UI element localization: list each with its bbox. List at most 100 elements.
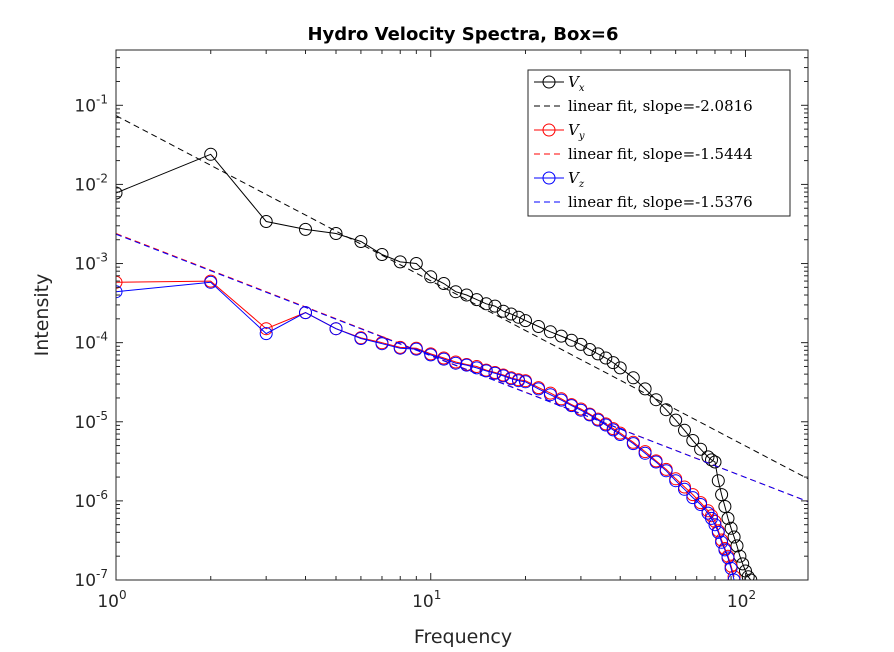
- series-4-marker: [504, 372, 518, 386]
- legend-entry-label: linear fit, slope=-2.0816: [568, 97, 753, 115]
- legend-marker-swatch: [542, 75, 556, 89]
- series-0-marker: [638, 382, 652, 396]
- chart-title: Hydro Velocity Spectra, Box=6: [307, 24, 618, 45]
- series-0-marker: [496, 304, 510, 318]
- series-4-marker: [329, 322, 343, 336]
- series-0-marker: [705, 453, 718, 467]
- y-tick-label: 10-2: [74, 171, 108, 195]
- series-4-marker: [721, 551, 735, 565]
- x-tick-label: 100: [97, 588, 126, 612]
- series-0-marker: [437, 277, 451, 290]
- series-4-marker: [686, 491, 700, 505]
- series-0-marker: [375, 248, 389, 261]
- series-0-marker: [741, 570, 755, 580]
- series-2-marker: [727, 570, 741, 580]
- y-tick-label: 10-1: [74, 92, 108, 116]
- data-layer: [116, 115, 808, 580]
- series-4-marker: [543, 388, 557, 402]
- series-4-marker: [711, 525, 725, 539]
- series-4-marker: [437, 352, 451, 366]
- series-4-marker: [299, 306, 312, 320]
- series-4-marker: [638, 446, 652, 460]
- series-0-marker: [470, 293, 484, 307]
- series-0-marker: [678, 423, 691, 437]
- legend-marker-swatch: [542, 171, 556, 185]
- series-0-marker: [583, 343, 597, 356]
- series-4-marker: [626, 437, 640, 451]
- series-4-marker: [424, 348, 438, 362]
- y-tick-label: 10-6: [74, 488, 108, 512]
- series-0-marker: [724, 521, 738, 535]
- series-0-marker: [479, 297, 493, 311]
- series-4-marker: [694, 498, 708, 511]
- x-tick-label: 102: [727, 588, 756, 612]
- legend-entry-label: Vy: [568, 121, 585, 142]
- series-0-marker: [744, 573, 758, 580]
- legend-entry-label: Vx: [568, 73, 585, 94]
- series-0-marker: [591, 347, 605, 361]
- y-tick-label: 10-4: [74, 330, 108, 354]
- series-4-marker: [718, 543, 732, 557]
- series-4-marker: [727, 573, 741, 580]
- series-0-marker: [329, 227, 343, 240]
- series-0-marker: [299, 222, 312, 236]
- series-4-marker: [460, 358, 474, 372]
- series-4-marker: [519, 375, 532, 389]
- series-4-marker: [606, 423, 620, 437]
- series-0-marker: [543, 325, 557, 339]
- series-4-marker: [669, 474, 683, 488]
- series-0-marker: [532, 320, 545, 333]
- series-0-marker: [606, 356, 620, 370]
- y-tick-label: 10-5: [74, 409, 108, 433]
- series-0-marker: [669, 413, 683, 427]
- series-0-marker: [626, 371, 640, 385]
- series-4-marker: [449, 356, 463, 370]
- series-0-marker: [599, 351, 613, 365]
- series-4-marker: [116, 285, 123, 299]
- series-4-marker: [512, 374, 525, 388]
- series-0-marker: [718, 500, 732, 513]
- series-4-marker: [354, 332, 368, 345]
- series-4-marker: [496, 369, 510, 383]
- series-0-marker: [613, 361, 627, 375]
- series-0-marker: [686, 434, 700, 447]
- axes-box: [115, 49, 809, 581]
- series-0-marker: [519, 314, 532, 328]
- y-tick-label: 10-7: [74, 567, 108, 591]
- series-0-marker: [649, 393, 663, 407]
- series-4-marker: [649, 455, 663, 469]
- series-0-marker: [715, 488, 729, 502]
- x-axis-label: Frequency: [414, 626, 512, 648]
- series-0-marker: [259, 215, 273, 228]
- legend-entry-label: linear fit, slope=-1.5444: [568, 145, 753, 163]
- series-0-marker: [424, 270, 438, 284]
- series-0-marker: [204, 147, 218, 161]
- series-4-marker: [375, 337, 389, 351]
- x-tick-label: 101: [412, 588, 441, 612]
- series-0-marker: [512, 310, 525, 324]
- series-4-marker: [479, 364, 493, 378]
- series-4-marker: [705, 511, 718, 525]
- series-0-marker: [659, 403, 673, 417]
- series-4-marker: [708, 518, 722, 532]
- series-4-marker: [591, 413, 605, 427]
- series-line-4: [116, 281, 735, 580]
- series-0-marker: [694, 442, 708, 456]
- series-0-marker: [116, 186, 123, 200]
- legend-entry-label: Vz: [568, 169, 585, 190]
- legend-box: [527, 69, 791, 217]
- y-tick-label: 10-3: [74, 251, 108, 275]
- y-axis-label: Intensity: [31, 274, 53, 357]
- series-4-marker: [659, 464, 673, 478]
- series-0-marker: [721, 511, 735, 525]
- series-0-marker: [727, 530, 741, 544]
- series-4-marker: [488, 366, 502, 380]
- fit-line-5: [116, 233, 808, 503]
- legend-entry-label: linear fit, slope=-1.5376: [568, 193, 753, 211]
- series-0-marker: [711, 474, 725, 488]
- series-4-marker: [470, 361, 484, 375]
- series-0-marker: [730, 539, 744, 553]
- series-4-marker: [204, 275, 218, 289]
- legend: Vx linear fit, slope=-2.0816 Vy linear fit,…: [527, 69, 791, 217]
